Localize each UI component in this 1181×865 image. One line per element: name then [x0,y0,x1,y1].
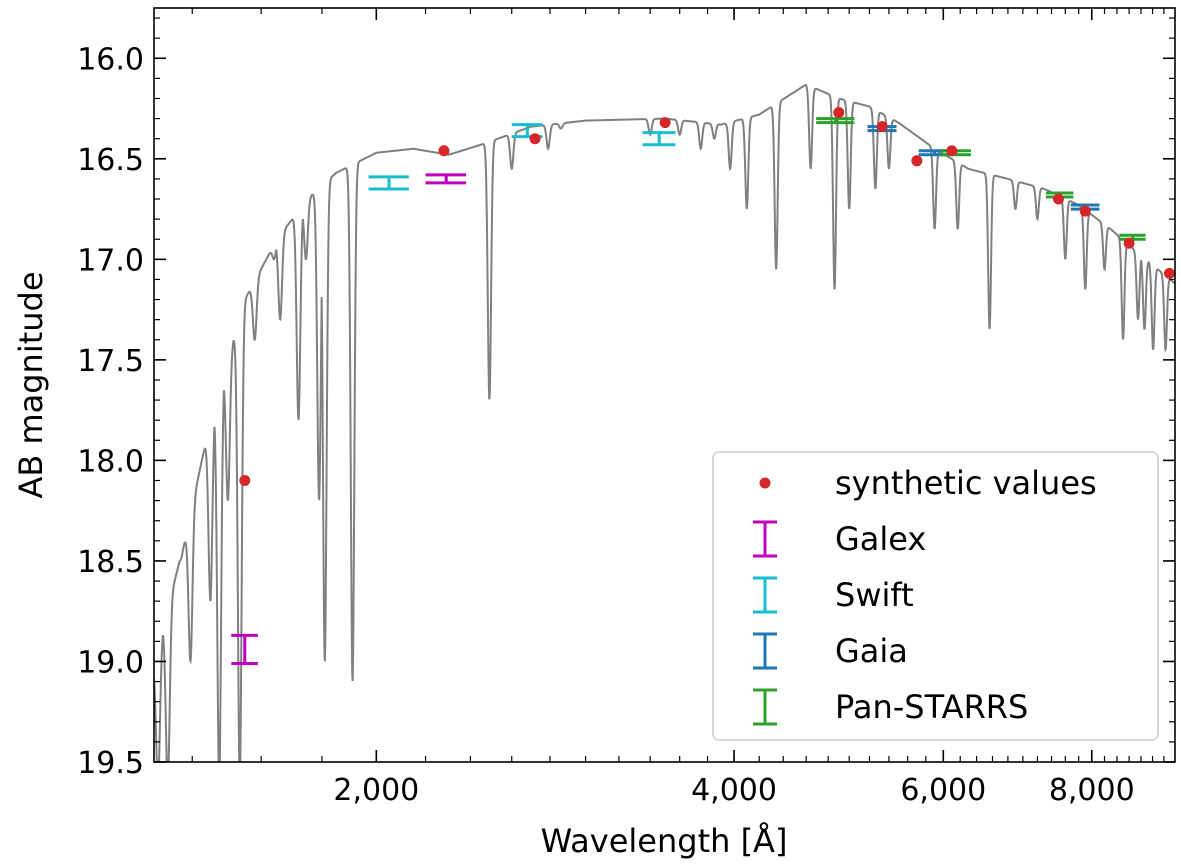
legend-dot-marker [759,477,771,489]
y-tick-label: 16.0 [77,42,144,77]
synthetic-values-layer [239,107,1175,487]
legend-label: Pan-STARRS [835,688,1028,726]
legend-label: Gaia [835,632,908,670]
legend-label: Galex [835,520,926,558]
legend-label: Swift [835,576,914,614]
legend-item-swift: Swift [753,576,914,614]
swift-errorbar [642,131,676,147]
y-axis-label: AB magnitude [12,271,50,498]
synthetic-values-point [946,145,958,157]
synthetic-values-point [911,155,923,167]
synthetic-values-point [438,145,450,157]
galex-errorbar [231,633,258,665]
synthetic-values-point [876,121,888,133]
swift-errorbar [368,175,409,191]
galex-errorbar [425,173,467,185]
synthetic-values-point [1163,267,1175,279]
x-axis-label: Wavelength [Å] [541,822,788,860]
x-tick-label: 4,000 [691,773,777,808]
y-tick-label: 18.0 [77,444,144,479]
model-spectrum-line [154,84,1175,762]
x-tick-label: 6,000 [900,773,986,808]
y-tick-label: 17.5 [77,344,144,379]
legend-box [712,451,1159,741]
pan-starrs-errorbar [816,117,855,125]
legend-label: synthetic values [835,464,1097,502]
photometry-layer [231,117,1181,665]
plot-frame [153,7,1176,763]
synthetic-values-point [1123,237,1135,249]
synthetic-values-point [659,117,671,129]
pan-starrs-errorbar [1176,273,1181,277]
y-tick-label: 16.5 [77,143,144,178]
legend-item-synthetic-values: synthetic values [759,464,1097,502]
y-tick-label: 19.0 [77,645,144,680]
legend: synthetic values Galex Swift Gaia Pan-STARRS [712,451,1159,741]
legend-item-gaia: Gaia [753,632,908,670]
synthetic-values-point [833,107,845,119]
ticks-layer: 16.0 16.5 17.0 17.5 18.0 18.5 19.0 19.5 2,000 4,0… [77,8,1175,808]
synthetic-values-point [529,133,541,145]
y-tick-label: 19.5 [77,746,144,781]
y-tick-label: 18.5 [77,545,144,580]
y-tick-label: 17.0 [77,243,144,278]
synthetic-values-point [1052,193,1064,205]
legend-item-pan-starrs: Pan-STARRS [753,688,1028,726]
model-spectrum-layer [154,84,1175,762]
x-tick-label: 2,000 [333,773,419,808]
synthetic-values-point [239,475,251,487]
legend-item-galex: Galex [753,520,926,558]
x-tick-label: 8,000 [1049,773,1135,808]
synthetic-values-point [1079,205,1091,217]
